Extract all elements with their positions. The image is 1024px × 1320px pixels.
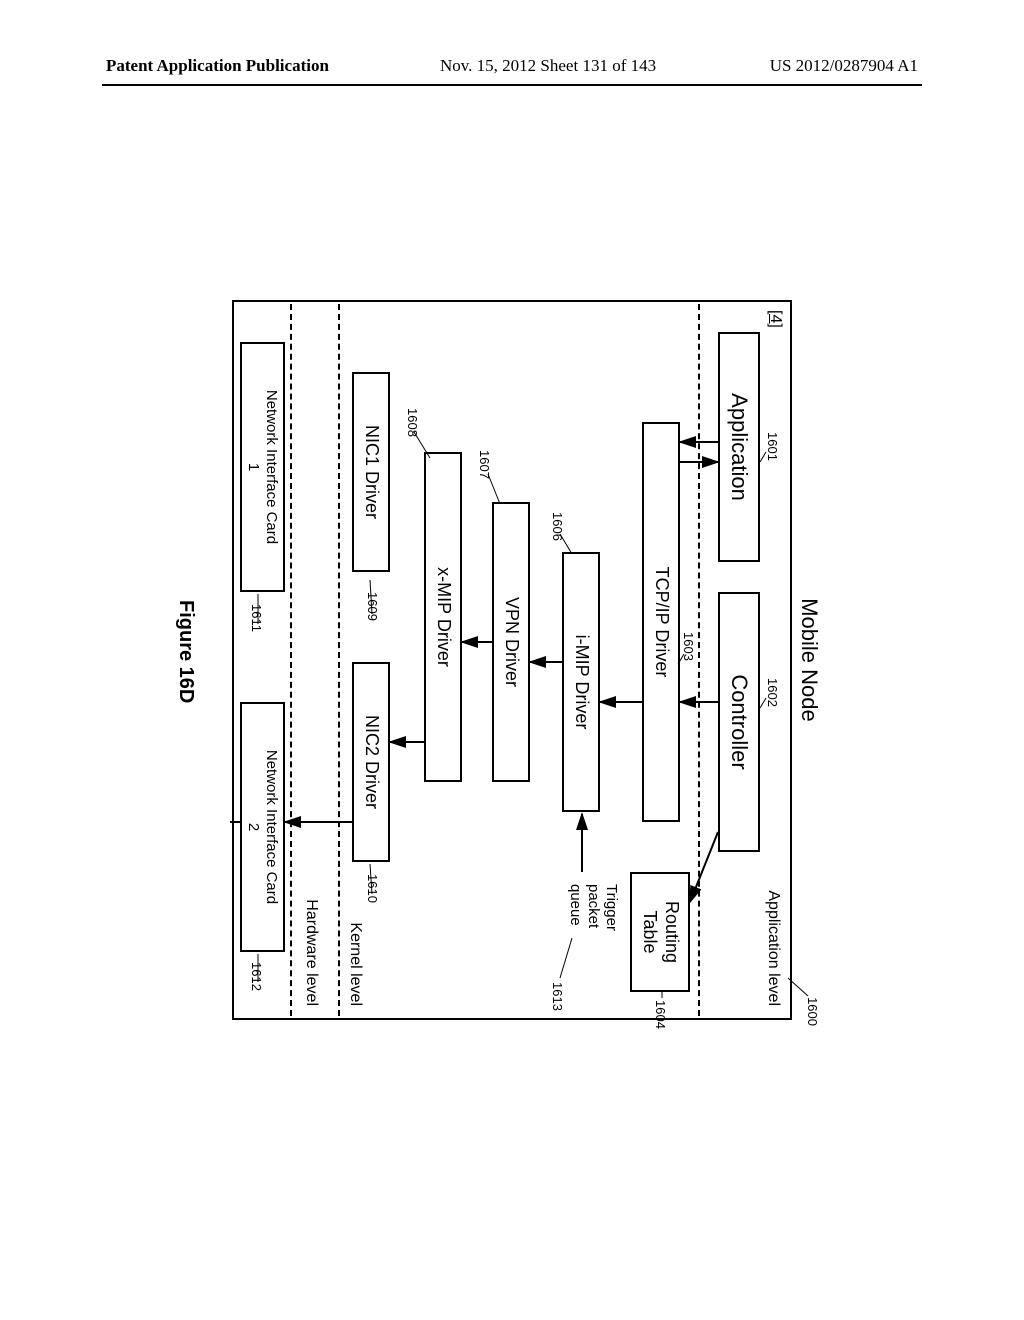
box-nic1drv: NIC1 Driver bbox=[352, 372, 390, 572]
box-xmip: x-MIP Driver bbox=[424, 452, 462, 782]
ref-1604: 1604 bbox=[653, 1000, 668, 1029]
ref-1613: 1613 bbox=[550, 982, 565, 1011]
box-tcpip: TCP/IP Driver bbox=[642, 422, 680, 822]
ref-1607: 1607 bbox=[477, 450, 492, 479]
ref-1612: 1612 bbox=[249, 962, 264, 991]
ref-1609: 1609 bbox=[365, 592, 380, 621]
header-left: Patent Application Publication bbox=[106, 56, 329, 76]
box-imip: i-MIP Driver bbox=[562, 552, 600, 812]
header-right: US 2012/0287904 A1 bbox=[770, 56, 918, 76]
sep-hw bbox=[290, 304, 292, 1016]
outer-box: [4] Application level Kernel level Hardw… bbox=[232, 300, 792, 1020]
trigger-l3: queue bbox=[567, 884, 584, 926]
ref-1606: 1606 bbox=[550, 512, 565, 541]
ref-1601: 1601 bbox=[765, 432, 780, 461]
box-nic2: Network Interface Card 2 bbox=[240, 702, 285, 952]
header-center: Nov. 15, 2012 Sheet 131 of 143 bbox=[440, 56, 656, 76]
ref-1603: 1603 bbox=[681, 632, 696, 661]
label-kernel-level: Kernel level bbox=[346, 922, 364, 1006]
box-vpn: VPN Driver bbox=[492, 502, 530, 782]
ref-1608: 1608 bbox=[405, 408, 420, 437]
trigger-l1: Trigger bbox=[603, 884, 620, 931]
sep-app-kernel bbox=[698, 304, 700, 1016]
ref-1602: 1602 bbox=[765, 678, 780, 707]
ref-1610: 1610 bbox=[365, 874, 380, 903]
box-nic2drv: NIC2 Driver bbox=[352, 662, 390, 862]
ref-1611: 1611 bbox=[249, 604, 264, 632]
trigger-l2: packet bbox=[585, 884, 602, 928]
diagram-stage: Mobile Node [4] Application level Kernel… bbox=[232, 300, 792, 1020]
figure-caption: Figure 16D bbox=[174, 600, 197, 703]
box-application: Application bbox=[718, 332, 760, 562]
box-controller: Controller bbox=[718, 592, 760, 852]
label-hw-level: Hardware level bbox=[302, 899, 320, 1006]
box-nic1: Network Interface Card 1 bbox=[240, 342, 285, 592]
header-rule bbox=[102, 84, 922, 86]
box-routing: Routing Table bbox=[630, 872, 690, 992]
diagram-container: Mobile Node [4] Application level Kernel… bbox=[152, 380, 872, 940]
lead-1600 bbox=[780, 974, 810, 1004]
sep-kernel-k2 bbox=[338, 304, 340, 1016]
diagram-title: Mobile Node bbox=[796, 300, 822, 1020]
page-root: Patent Application Publication Nov. 15, … bbox=[0, 0, 1024, 1320]
corner-tag: [4] bbox=[766, 310, 784, 328]
